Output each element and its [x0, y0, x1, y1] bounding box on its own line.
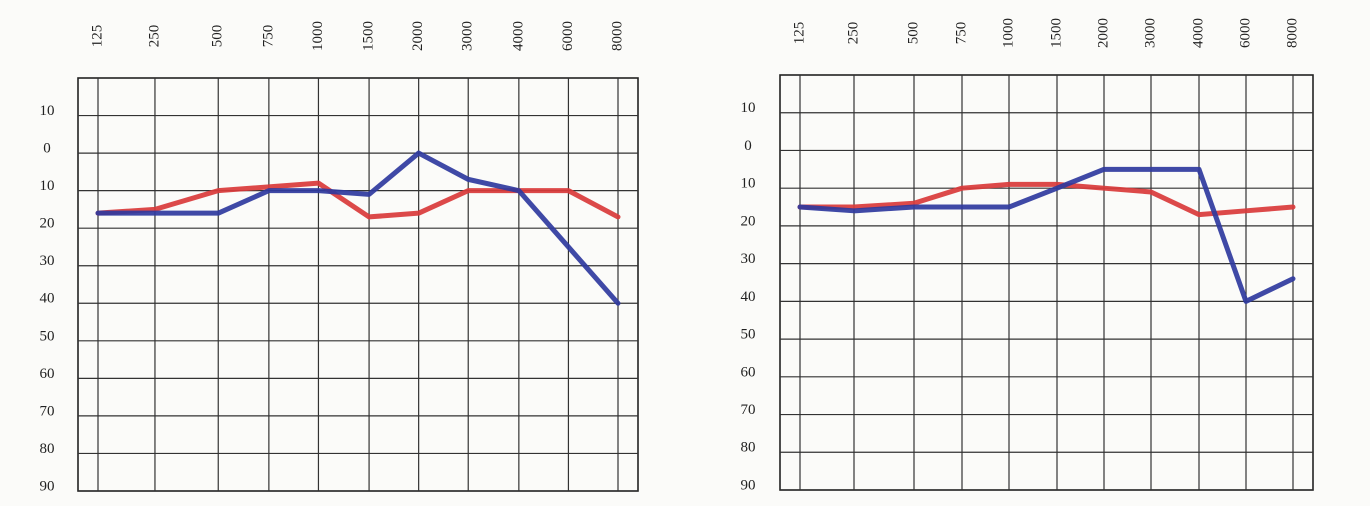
y-tick-label: 10	[741, 100, 756, 116]
y-tick-label: 50	[40, 328, 55, 344]
x-tick-label: 2000	[1095, 18, 1111, 48]
y-tick-label: 90	[40, 478, 55, 494]
x-tick-label: 1500	[1048, 18, 1064, 48]
y-tick-label: 30	[40, 253, 55, 269]
x-tick-label: 250	[845, 22, 861, 45]
chart-panel: 10 0 10 20 30 40 50 60 70 80 90 125 250 500 750 1000 150…	[741, 18, 1314, 493]
x-tick-label: 500	[210, 25, 226, 48]
x-tick-label: 2000	[410, 21, 426, 51]
x-tick-label: 6000	[1237, 18, 1253, 48]
y-tick-label: 10	[741, 176, 756, 192]
y-tick-label: 10	[40, 103, 55, 119]
y-tick-label: 80	[40, 441, 55, 457]
x-tick-label: 8000	[609, 21, 625, 51]
y-tick-label: 60	[741, 364, 756, 380]
y-tick-label: 70	[741, 402, 756, 418]
x-tick-label: 750	[953, 22, 969, 45]
y-tick-label: 60	[40, 366, 55, 382]
plot-frame	[77, 77, 639, 492]
y-tick-label: 20	[40, 216, 55, 232]
x-tick-label: 3000	[1142, 18, 1158, 48]
y-tick-label: 40	[40, 291, 55, 307]
audiogram-line	[95, 180, 621, 220]
y-tick-label: 30	[741, 251, 756, 267]
x-tick-label: 1000	[310, 21, 326, 51]
x-tick-label: 1000	[1000, 18, 1016, 48]
x-tick-label: 3000	[460, 21, 476, 51]
y-tick-label: 90	[741, 477, 756, 493]
x-tick-label: 500	[905, 22, 921, 45]
y-tick-label: 20	[741, 213, 756, 229]
y-tick-label: 10	[40, 178, 55, 194]
x-tick-label: 750	[260, 25, 276, 48]
y-tick-label: 0	[43, 141, 51, 157]
x-tick-label: 250	[146, 25, 162, 48]
x-tick-label: 8000	[1284, 18, 1300, 48]
plot-frame	[779, 74, 1314, 491]
chart-panel: 10 0 10 20 30 40 50 60 70 80 90 125 250 500 750 1000 150…	[40, 21, 639, 494]
y-tick-label: 70	[40, 403, 55, 419]
audiogram-line	[95, 150, 621, 306]
x-tick-label: 4000	[1190, 18, 1206, 48]
x-tick-label: 4000	[510, 21, 526, 51]
x-tick-label: 6000	[560, 21, 576, 51]
y-tick-label: 50	[741, 327, 756, 343]
y-tick-label: 40	[741, 289, 756, 305]
x-tick-label: 125	[89, 25, 105, 48]
x-tick-label: 125	[791, 22, 807, 45]
y-tick-label: 0	[744, 138, 752, 154]
audiogram-line	[797, 166, 1296, 304]
y-tick-label: 80	[741, 440, 756, 456]
x-tick-label: 1500	[361, 21, 377, 51]
